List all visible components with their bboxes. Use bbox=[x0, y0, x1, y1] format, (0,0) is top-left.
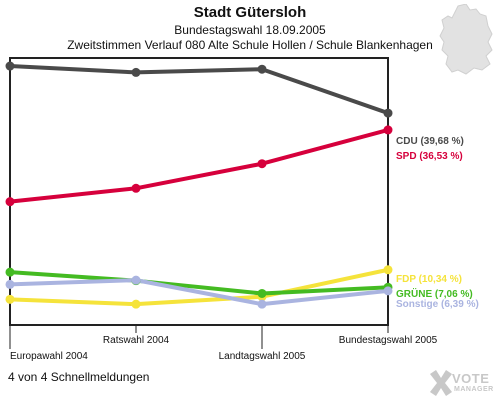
data-point-cdu bbox=[257, 64, 267, 74]
series-line-fdp bbox=[9, 267, 389, 307]
series-label-fdp: FDP (10,34 %) bbox=[396, 274, 462, 285]
data-point-sonstige bbox=[257, 299, 267, 309]
x-tick-label: Europawahl 2004 bbox=[10, 351, 88, 362]
data-point-fdp bbox=[131, 299, 141, 309]
data-point-sonstige bbox=[383, 286, 393, 296]
data-point-grüne bbox=[5, 267, 15, 277]
x-tick-label: Bundestagswahl 2005 bbox=[339, 335, 438, 346]
data-point-spd bbox=[131, 183, 141, 193]
chart-subtitle-detail: Zweitstimmen Verlauf 080 Alte Schule Hol… bbox=[67, 38, 433, 52]
data-point-spd bbox=[257, 159, 267, 169]
data-point-sonstige bbox=[5, 279, 15, 289]
data-point-sonstige bbox=[131, 275, 141, 285]
series-label-spd: SPD (36,53 %) bbox=[396, 151, 463, 162]
data-point-spd bbox=[383, 125, 393, 135]
data-point-grüne bbox=[257, 288, 267, 298]
data-point-cdu bbox=[5, 61, 15, 71]
series-line-cdu bbox=[9, 64, 389, 115]
vote-manager-logo: VOTE MANAGER bbox=[428, 368, 498, 398]
data-point-fdp bbox=[383, 265, 393, 275]
x-tick-label: Landtagswahl 2005 bbox=[219, 351, 306, 362]
series-label-sonstige: Sonstige (6,39 %) bbox=[396, 299, 479, 310]
vote-x-icon bbox=[430, 370, 452, 396]
chart-subtitle: Bundestagswahl 18.09.2005 bbox=[174, 23, 326, 37]
status-text: 4 von 4 Schnellmeldungen bbox=[8, 370, 150, 384]
logo-text-manager: MANAGER bbox=[454, 386, 494, 393]
series-label-grüne: GRÜNE (7,06 %) bbox=[396, 287, 473, 300]
data-point-spd bbox=[5, 197, 15, 207]
data-point-fdp bbox=[5, 294, 15, 304]
germany-map-icon bbox=[439, 4, 493, 75]
data-point-cdu bbox=[131, 67, 141, 77]
data-point-cdu bbox=[383, 108, 393, 118]
chart-title: Stadt Gütersloh bbox=[193, 4, 307, 21]
series-line-grüne bbox=[9, 270, 389, 296]
series-line-sonstige bbox=[9, 278, 389, 307]
series-label-cdu: CDU (39,68 %) bbox=[396, 136, 464, 147]
series-line-spd bbox=[9, 127, 389, 204]
logo-text-vote: VOTE bbox=[452, 371, 490, 386]
x-tick-label: Ratswahl 2004 bbox=[103, 335, 170, 346]
plot-frame bbox=[9, 57, 389, 326]
